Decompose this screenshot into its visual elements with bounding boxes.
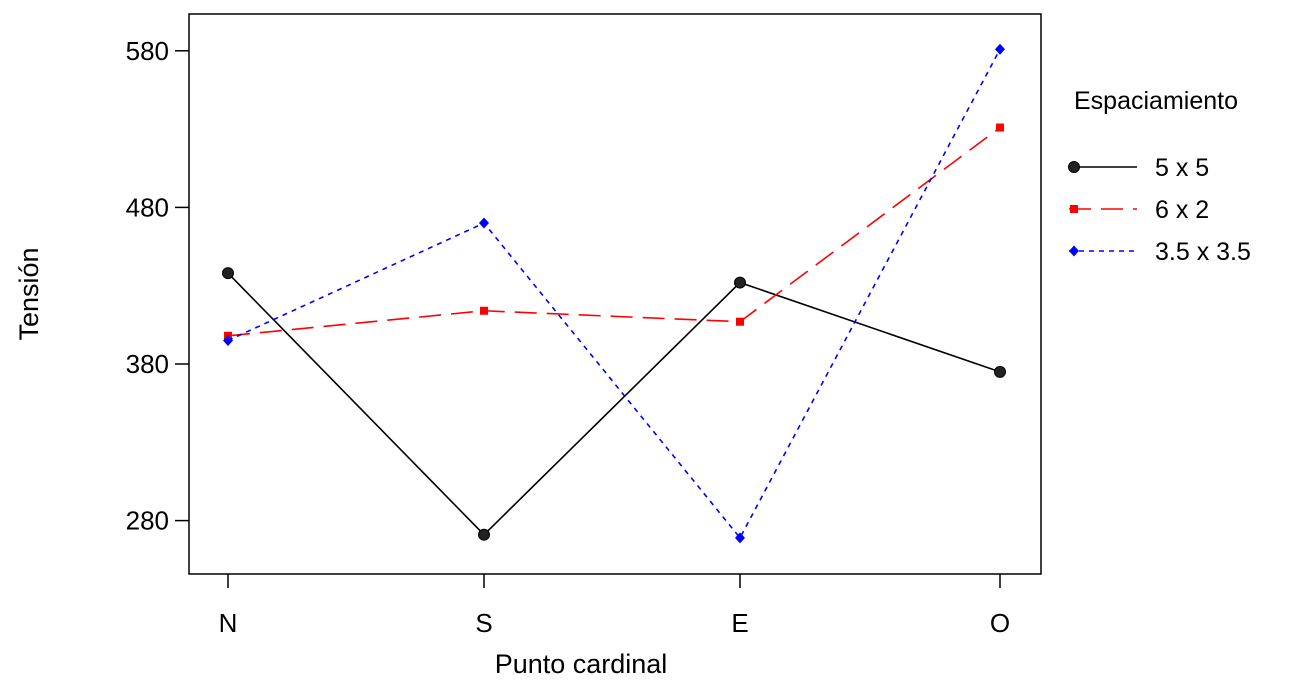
data-point [480,306,488,315]
data-point [735,532,745,544]
legend-marker [1070,205,1078,213]
legend-item: 5 x 5 [1068,154,1209,182]
legend-label: 3.5 x 3.5 [1155,238,1251,266]
data-point [223,335,233,347]
data-point [736,317,744,326]
data-point [222,267,234,280]
x-tick-label: N [219,608,238,638]
series-line [227,126,1001,337]
series-1 [224,123,1004,340]
y-tick-label: 380 [126,349,169,379]
data-point [994,365,1006,378]
legend-title: Espaciamiento [1074,87,1238,115]
y-tick-label: 480 [126,192,169,222]
legend-item: 3.5 x 3.5 [1069,238,1251,266]
series-layer [222,43,1006,544]
series-2 [223,43,1005,544]
data-point [995,43,1005,55]
legend-marker [1069,245,1079,257]
series-line [227,272,1001,536]
x-tick-label: O [990,608,1010,638]
plot-frame [188,13,1042,575]
series-line [227,48,1001,540]
y-axis: 280 380 480 580 [126,36,189,536]
legend-marker [1068,161,1080,173]
legend-label: 6 x 2 [1155,196,1209,224]
data-point [478,528,490,541]
x-tick-label: E [731,608,748,638]
data-point [479,217,489,229]
series-0 [222,267,1006,541]
x-axis-title: Punto cardinal [495,649,668,679]
legend-item: 6 x 2 [1069,196,1209,224]
y-tick-label: 280 [126,506,169,536]
legend: Espaciamiento 5 x 5 6 x 2 3.5 x 3.5 [1068,87,1251,266]
data-point [734,276,746,289]
data-point [996,123,1004,132]
y-axis-title: Tensión [14,247,44,340]
x-tick-label: S [475,608,492,638]
legend-label: 5 x 5 [1155,154,1209,182]
y-tick-label: 580 [126,36,169,66]
